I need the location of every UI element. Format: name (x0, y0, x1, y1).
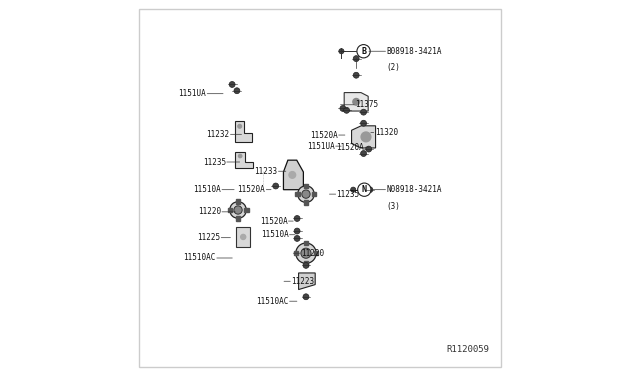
Text: N: N (362, 185, 367, 194)
Circle shape (339, 49, 344, 54)
Bar (236, 199, 240, 204)
Circle shape (234, 88, 240, 94)
Text: 1151UA: 1151UA (307, 142, 335, 151)
Circle shape (360, 109, 367, 115)
Text: R1120059: R1120059 (447, 345, 490, 354)
Text: 11520A: 11520A (237, 185, 266, 194)
Text: 11520A: 11520A (337, 143, 364, 152)
Circle shape (230, 202, 246, 218)
Polygon shape (236, 227, 250, 247)
Text: 11235: 11235 (203, 157, 226, 167)
Circle shape (289, 171, 296, 178)
Circle shape (303, 262, 309, 268)
Circle shape (298, 186, 314, 202)
Bar (304, 200, 308, 205)
Circle shape (353, 72, 359, 78)
Circle shape (238, 124, 241, 128)
Bar (304, 261, 308, 266)
Text: 11220: 11220 (301, 249, 324, 258)
Text: (3): (3) (387, 202, 401, 211)
Text: B08918-3421A: B08918-3421A (387, 47, 442, 56)
Circle shape (294, 228, 300, 234)
Circle shape (361, 132, 371, 142)
Circle shape (353, 99, 360, 105)
Text: 11232: 11232 (207, 130, 230, 139)
Bar (236, 216, 240, 221)
Circle shape (239, 154, 242, 158)
Bar (296, 192, 300, 196)
Bar (227, 208, 232, 212)
Circle shape (353, 56, 359, 62)
Circle shape (360, 151, 367, 157)
Bar (294, 251, 298, 256)
Circle shape (294, 235, 300, 241)
Circle shape (366, 146, 372, 152)
Circle shape (351, 187, 356, 192)
Bar (304, 184, 308, 188)
Text: 11225: 11225 (197, 233, 220, 242)
Polygon shape (235, 121, 252, 141)
Text: 11510AC: 11510AC (184, 253, 216, 263)
Polygon shape (344, 93, 368, 111)
Text: 11510A: 11510A (261, 230, 289, 239)
Text: 11220: 11220 (198, 207, 221, 217)
Text: 11520A: 11520A (260, 217, 287, 225)
Text: B: B (361, 47, 366, 56)
Circle shape (367, 187, 372, 193)
Circle shape (344, 108, 349, 113)
Circle shape (301, 248, 311, 258)
Circle shape (360, 120, 367, 126)
Text: 11235: 11235 (337, 190, 360, 199)
Circle shape (302, 190, 310, 198)
Polygon shape (235, 152, 253, 169)
Polygon shape (284, 160, 303, 190)
Text: N08918-3421A: N08918-3421A (387, 185, 442, 194)
Circle shape (234, 206, 242, 214)
Circle shape (358, 183, 371, 196)
Text: 11520A: 11520A (310, 131, 338, 140)
Text: 1151UA: 1151UA (179, 89, 206, 98)
Polygon shape (299, 273, 316, 289)
Circle shape (229, 81, 235, 87)
Text: 11510AC: 11510AC (256, 297, 289, 306)
Circle shape (303, 294, 309, 300)
Text: 11510A: 11510A (193, 185, 221, 194)
Circle shape (241, 234, 246, 240)
Bar (304, 241, 308, 245)
Circle shape (340, 106, 346, 112)
Circle shape (296, 243, 316, 263)
Circle shape (294, 215, 300, 221)
Circle shape (273, 183, 278, 189)
Bar (314, 251, 318, 256)
Text: 11320: 11320 (374, 128, 398, 137)
Text: (2): (2) (387, 63, 401, 72)
Text: 11375: 11375 (355, 100, 378, 109)
Text: 11233: 11233 (255, 167, 278, 176)
Polygon shape (351, 126, 376, 148)
Bar (312, 192, 317, 196)
Text: 11223: 11223 (291, 277, 314, 286)
Circle shape (357, 45, 370, 58)
Bar (244, 208, 248, 212)
